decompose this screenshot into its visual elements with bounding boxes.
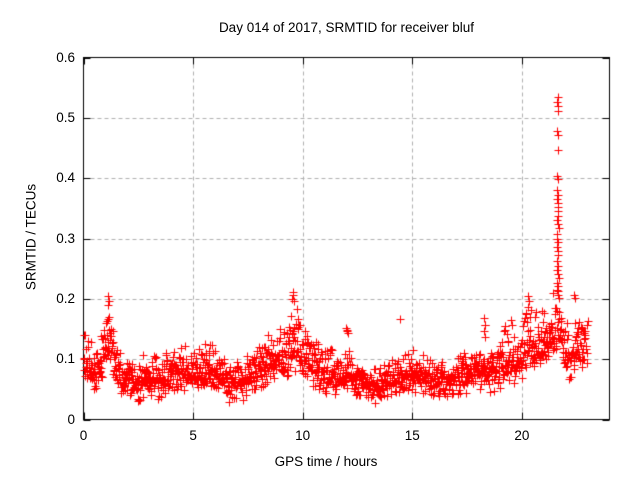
x-axis-label: GPS time / hours	[274, 454, 378, 469]
y-tick-label: 0.5	[56, 109, 75, 125]
x-tick-label: 5	[189, 427, 197, 443]
y-tick-label: 0.4	[56, 170, 75, 186]
chart-title: Day 014 of 2017, SRMTID for receiver blu…	[218, 20, 475, 35]
y-tick-label: 0.3	[56, 230, 75, 246]
y-tick-label: 0.6	[56, 49, 75, 65]
x-tick-label: 10	[295, 427, 311, 443]
y-tick-label: 0.1	[56, 351, 75, 367]
x-tick-label: 0	[79, 427, 88, 443]
y-tick-label: 0.2	[56, 290, 75, 306]
y-tick-label: 0	[67, 411, 75, 427]
x-tick-label: 20	[514, 427, 530, 443]
x-tick-label: 15	[404, 427, 420, 443]
